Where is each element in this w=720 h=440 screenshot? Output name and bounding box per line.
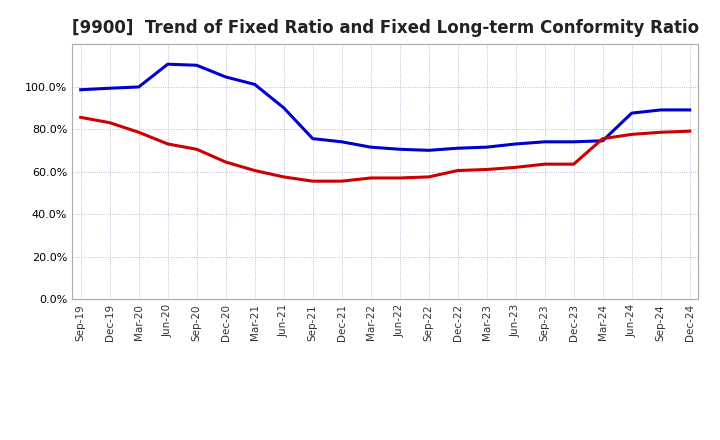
Fixed Long-term Conformity Ratio xyxy=(105,120,114,125)
Fixed Long-term Conformity Ratio xyxy=(657,130,665,135)
Fixed Long-term Conformity Ratio xyxy=(251,168,259,173)
Fixed Ratio xyxy=(627,110,636,116)
Fixed Ratio xyxy=(105,86,114,91)
Fixed Long-term Conformity Ratio xyxy=(366,175,375,180)
Fixed Long-term Conformity Ratio xyxy=(541,161,549,167)
Fixed Long-term Conformity Ratio xyxy=(192,147,201,152)
Fixed Long-term Conformity Ratio xyxy=(338,179,346,184)
Title: [9900]  Trend of Fixed Ratio and Fixed Long-term Conformity Ratio: [9900] Trend of Fixed Ratio and Fixed Lo… xyxy=(71,19,699,37)
Fixed Ratio xyxy=(454,146,462,151)
Fixed Long-term Conformity Ratio xyxy=(76,115,85,120)
Fixed Ratio xyxy=(511,141,520,147)
Fixed Long-term Conformity Ratio xyxy=(221,159,230,165)
Fixed Ratio xyxy=(308,136,317,141)
Fixed Long-term Conformity Ratio xyxy=(163,141,172,147)
Fixed Ratio xyxy=(598,138,607,143)
Fixed Long-term Conformity Ratio xyxy=(135,130,143,135)
Fixed Ratio xyxy=(570,139,578,144)
Fixed Ratio xyxy=(338,139,346,144)
Fixed Ratio xyxy=(163,62,172,67)
Fixed Long-term Conformity Ratio xyxy=(395,175,404,180)
Fixed Long-term Conformity Ratio xyxy=(598,136,607,141)
Line: Fixed Long-term Conformity Ratio: Fixed Long-term Conformity Ratio xyxy=(81,117,690,181)
Fixed Ratio xyxy=(541,139,549,144)
Fixed Ratio xyxy=(482,144,491,150)
Fixed Ratio xyxy=(279,105,288,110)
Fixed Ratio xyxy=(251,82,259,87)
Legend: Fixed Ratio, Fixed Long-term Conformity Ratio: Fixed Ratio, Fixed Long-term Conformity … xyxy=(190,438,580,440)
Fixed Long-term Conformity Ratio xyxy=(511,165,520,170)
Fixed Ratio xyxy=(685,107,694,113)
Fixed Ratio xyxy=(395,147,404,152)
Line: Fixed Ratio: Fixed Ratio xyxy=(81,64,690,150)
Fixed Long-term Conformity Ratio xyxy=(570,161,578,167)
Fixed Ratio xyxy=(221,74,230,80)
Fixed Ratio xyxy=(76,87,85,92)
Fixed Long-term Conformity Ratio xyxy=(308,179,317,184)
Fixed Long-term Conformity Ratio xyxy=(454,168,462,173)
Fixed Ratio xyxy=(192,62,201,68)
Fixed Ratio xyxy=(135,84,143,90)
Fixed Ratio xyxy=(366,144,375,150)
Fixed Long-term Conformity Ratio xyxy=(424,174,433,180)
Fixed Long-term Conformity Ratio xyxy=(685,128,694,134)
Fixed Long-term Conformity Ratio xyxy=(482,167,491,172)
Fixed Ratio xyxy=(657,107,665,113)
Fixed Long-term Conformity Ratio xyxy=(279,174,288,180)
Fixed Ratio xyxy=(424,148,433,153)
Fixed Long-term Conformity Ratio xyxy=(627,132,636,137)
